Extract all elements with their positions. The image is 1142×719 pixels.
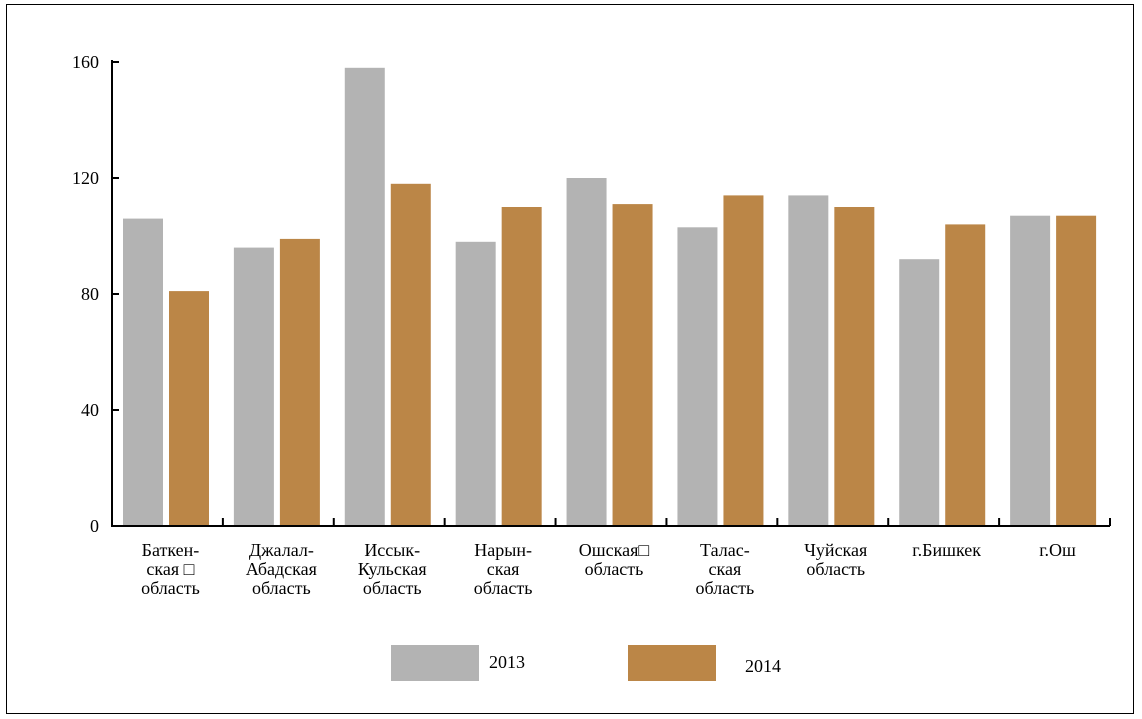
bar-2013-3 xyxy=(344,67,385,527)
bar-2014-9 xyxy=(1056,215,1097,526)
bar-2014-2 xyxy=(279,238,320,526)
category-label: г.Ош xyxy=(1039,540,1076,560)
bar-chart: 0 40 80 120 160 Баткен-ская □ область Джалал-А… xyxy=(72,52,1111,681)
bar-2014-1 xyxy=(169,291,209,526)
axes-layer: 0 40 80 120 160 xyxy=(72,52,1111,536)
bar-2014-8 xyxy=(945,224,986,526)
bar-2013-6 xyxy=(677,227,718,527)
bar-2013-1 xyxy=(123,218,163,526)
legend-label-2013: 2013 xyxy=(489,652,525,672)
category-label: Нарын-ская область xyxy=(474,540,533,598)
bar-2013-4 xyxy=(455,241,496,527)
bar-2014-4 xyxy=(501,207,542,526)
chart-frame: 0 40 80 120 160 Баткен-ская □ область Джалал-А… xyxy=(6,4,1134,714)
category-label: Баткен-ская □ область xyxy=(141,540,200,598)
bar-2014-5 xyxy=(612,204,653,526)
category-label: Талас-ская область xyxy=(696,540,755,598)
y-tick-label: 40 xyxy=(81,400,99,420)
y-tick-label: 0 xyxy=(90,516,99,536)
bar-2014-6 xyxy=(723,195,764,526)
category-label: Ошская□ область xyxy=(579,540,650,579)
legend-swatch-2013 xyxy=(391,645,479,681)
legend: 2013 2014 xyxy=(391,645,781,681)
bar-2013-7 xyxy=(788,195,829,526)
bar-2013-5 xyxy=(566,178,607,526)
category-label: Чуйская область xyxy=(804,540,867,579)
bars-layer xyxy=(123,67,1097,527)
legend-label-2014: 2014 xyxy=(745,656,781,676)
category-label: г.Бишкек xyxy=(912,540,981,560)
category-label: Иссык-Кульская область xyxy=(358,540,427,598)
bar-2013-2 xyxy=(233,247,274,526)
y-tick-label: 120 xyxy=(72,168,99,188)
y-tick-label: 160 xyxy=(72,52,99,72)
bar-2013-8 xyxy=(899,259,940,526)
bar-2014-7 xyxy=(834,207,875,526)
category-label: Джалал-Абадская область xyxy=(246,540,317,598)
y-tick-label: 80 xyxy=(81,284,99,304)
bar-2013-9 xyxy=(1010,215,1051,526)
legend-swatch-2014 xyxy=(628,645,716,681)
labels-layer: Баткен-ская □ область Джалал-Абадская облас… xyxy=(141,540,1076,598)
bar-2014-3 xyxy=(390,183,431,527)
